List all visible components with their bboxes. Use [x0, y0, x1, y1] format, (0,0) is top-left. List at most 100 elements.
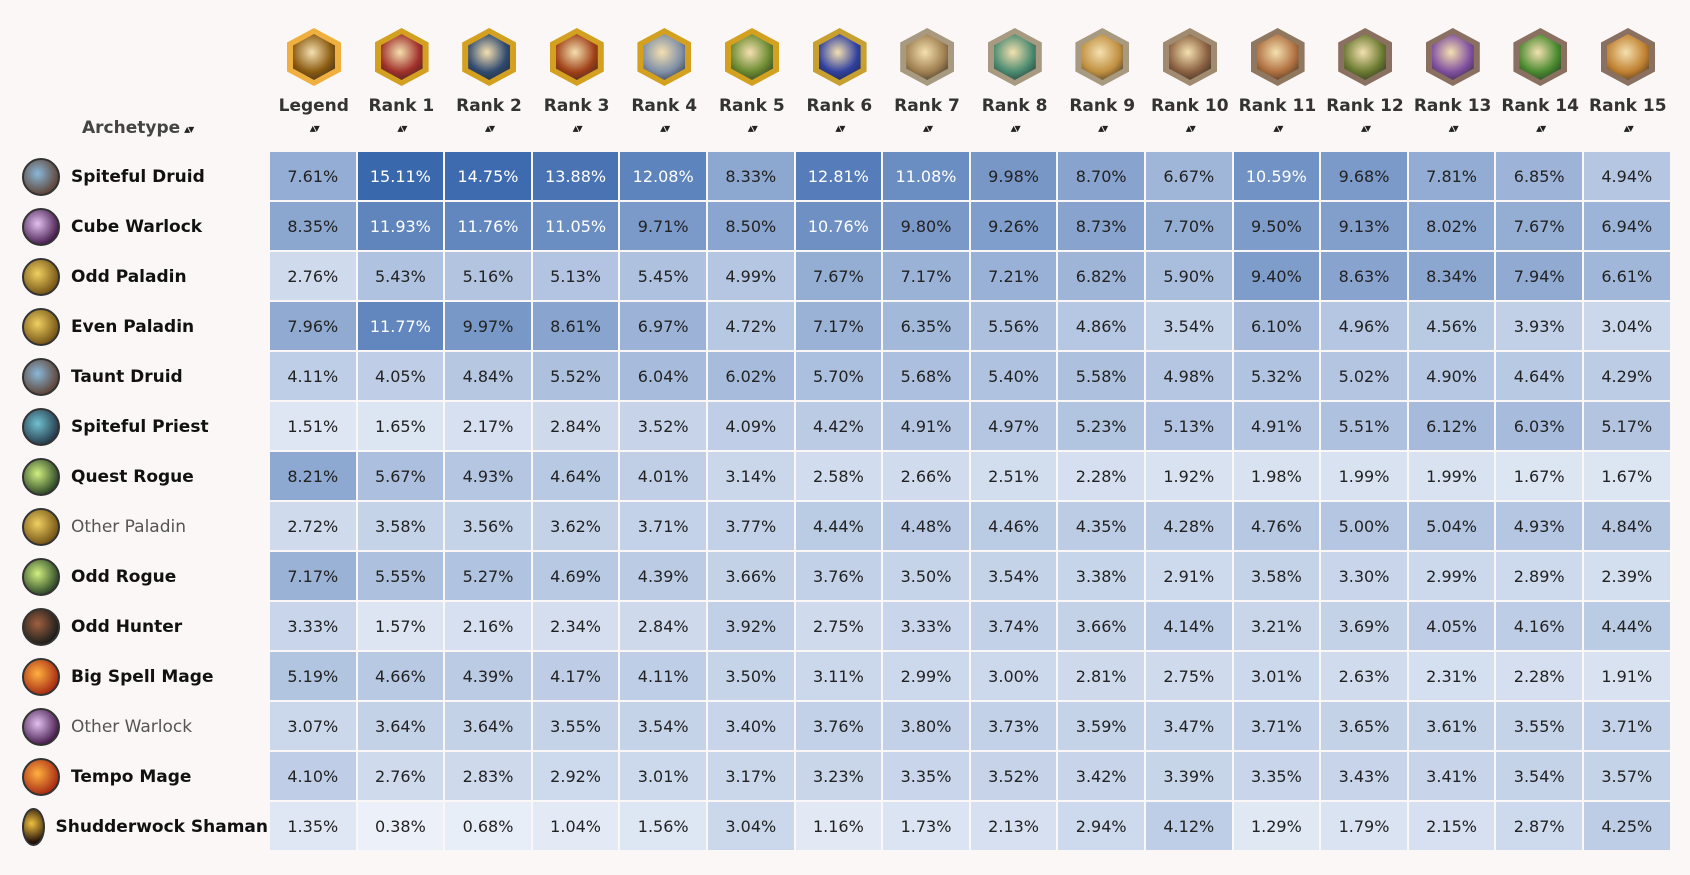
share-cell: 4.86% [1058, 302, 1144, 350]
sort-icon[interactable]: ▴▾ [572, 121, 583, 135]
share-cell: 4.99% [708, 252, 794, 300]
column-header[interactable]: Rank 12 ▴▾ [1321, 0, 1409, 150]
column-header[interactable]: Rank 2 ▴▾ [445, 0, 533, 150]
share-cell: 8.35% [270, 202, 356, 250]
archetype-name[interactable]: Cube Warlock [0, 202, 268, 252]
share-cell: 3.43% [1321, 752, 1407, 800]
archetype-name[interactable]: Shudderwock Shaman [0, 802, 268, 852]
share-cell: 4.05% [1408, 602, 1495, 650]
archetype-name[interactable]: Other Warlock [0, 702, 268, 752]
share-cell: 2.28% [1496, 652, 1582, 700]
sort-icon[interactable]: ▴▾ [1273, 121, 1283, 135]
share-cell: 4.17% [532, 652, 619, 700]
share-cell: 5.32% [1233, 352, 1320, 400]
share-cell: 4.16% [1496, 602, 1582, 650]
share-cell: 3.73% [970, 702, 1057, 750]
share-cell: 1.98% [1233, 452, 1320, 500]
column-header[interactable]: Legend ▴▾ [270, 0, 358, 150]
column-header[interactable]: Rank 5 ▴▾ [708, 0, 796, 150]
sort-icon[interactable]: ▴▾ [660, 121, 670, 135]
archetype-name[interactable]: Taunt Druid [0, 352, 268, 402]
archetype-name[interactable]: Odd Rogue [0, 552, 268, 602]
share-cell: 11.77% [357, 302, 444, 350]
archetype-name[interactable]: Big Spell Mage [0, 652, 268, 702]
column-header[interactable]: Rank 8 ▴▾ [971, 0, 1059, 150]
share-cell: 3.74% [970, 602, 1057, 650]
share-cell: 3.52% [970, 752, 1057, 800]
sort-icon[interactable]: ▴▾ [922, 121, 933, 135]
table-row: Odd Paladin 2.76% 5.43% 5.16% 5.13% 5.45% 4.99… [0, 252, 1690, 302]
share-cell: 7.17% [270, 552, 356, 600]
share-cell: 6.12% [1408, 402, 1495, 450]
sort-icon[interactable]: ▴▾ [835, 121, 845, 135]
share-cell: 5.68% [883, 352, 969, 400]
hunter-class-icon [22, 608, 60, 646]
share-cell: 7.17% [883, 252, 969, 300]
sort-icon[interactable]: ▴▾ [184, 122, 194, 136]
share-cell: 3.30% [1321, 552, 1407, 600]
archetype-name[interactable]: Tempo Mage [0, 752, 268, 802]
archetype-name[interactable]: Other Paladin [0, 502, 268, 552]
share-cell: 9.40% [1233, 252, 1320, 300]
share-cell: 4.93% [445, 452, 531, 500]
share-cell: 7.96% [270, 302, 356, 350]
sort-icon[interactable]: ▴▾ [747, 121, 758, 135]
archetype-name[interactable]: Spiteful Priest [0, 402, 268, 452]
share-cell: 4.39% [620, 552, 706, 600]
column-header[interactable]: Rank 11 ▴▾ [1234, 0, 1322, 150]
share-cell: 3.55% [1496, 702, 1582, 750]
share-cell: 0.68% [445, 802, 531, 850]
share-cell: 2.94% [1058, 802, 1144, 850]
column-label: Rank 3 [543, 96, 610, 116]
share-cell: 4.29% [1584, 352, 1670, 400]
rank-icon [900, 28, 955, 86]
share-cell: 9.26% [970, 202, 1057, 250]
share-cell: 3.04% [1584, 302, 1670, 350]
archetype-name[interactable]: Quest Rogue [0, 452, 268, 502]
share-cell: 3.39% [1146, 752, 1232, 800]
column-header[interactable]: Rank 7 ▴▾ [883, 0, 971, 150]
archetype-name[interactable]: Spiteful Druid [0, 152, 268, 202]
sort-icon[interactable]: ▴▾ [1010, 121, 1021, 135]
share-cell: 6.04% [620, 352, 706, 400]
column-header[interactable]: Rank 4 ▴▾ [620, 0, 708, 150]
sort-icon[interactable]: ▴▾ [1623, 121, 1634, 135]
column-header[interactable]: Rank 14 ▴▾ [1496, 0, 1584, 150]
sort-icon[interactable]: ▴▾ [484, 121, 495, 135]
column-label: Rank 1 [368, 96, 435, 116]
column-header[interactable]: Rank 6 ▴▾ [796, 0, 884, 150]
mage-class-icon [22, 758, 60, 796]
sort-icon[interactable]: ▴▾ [1360, 121, 1371, 135]
share-cell: 11.76% [445, 202, 531, 250]
share-cell: 2.66% [883, 452, 969, 500]
share-cell: 4.46% [970, 502, 1057, 550]
column-header[interactable]: Rank 15 ▴▾ [1584, 0, 1672, 150]
share-cell: 6.02% [708, 352, 794, 400]
share-cell: 9.97% [445, 302, 531, 350]
sort-icon[interactable]: ▴▾ [1098, 121, 1108, 135]
sort-icon[interactable]: ▴▾ [1536, 121, 1546, 135]
sort-icon[interactable]: ▴▾ [397, 121, 407, 135]
share-cell: 6.03% [1496, 402, 1582, 450]
column-header[interactable]: Rank 13 ▴▾ [1409, 0, 1497, 150]
share-cell: 6.67% [1146, 152, 1232, 200]
archetype-name[interactable]: Odd Paladin [0, 252, 268, 302]
column-header[interactable]: Rank 1 ▴▾ [358, 0, 446, 150]
archetype-header[interactable]: Archetype ▴▾ [82, 118, 194, 138]
share-cell: 3.55% [532, 702, 619, 750]
archetype-name[interactable]: Even Paladin [0, 302, 268, 352]
sort-icon[interactable]: ▴▾ [1448, 121, 1459, 135]
rank-icon [812, 28, 867, 86]
share-cell: 5.13% [532, 252, 619, 300]
share-cell: 5.45% [620, 252, 706, 300]
column-header[interactable]: Rank 3 ▴▾ [533, 0, 621, 150]
share-cell: 4.42% [795, 402, 882, 450]
column-header[interactable]: Rank 10 ▴▾ [1146, 0, 1234, 150]
share-cell: 2.39% [1584, 552, 1670, 600]
table-row: Odd Rogue 7.17% 5.55% 5.27% 4.69% 4.39% 3.66% 3… [0, 552, 1690, 602]
column-header[interactable]: Rank 9 ▴▾ [1058, 0, 1146, 150]
archetype-name[interactable]: Odd Hunter [0, 602, 268, 652]
sort-icon[interactable]: ▴▾ [1185, 121, 1196, 135]
sort-icon[interactable]: ▴▾ [309, 121, 320, 135]
share-cell: 7.81% [1408, 152, 1495, 200]
